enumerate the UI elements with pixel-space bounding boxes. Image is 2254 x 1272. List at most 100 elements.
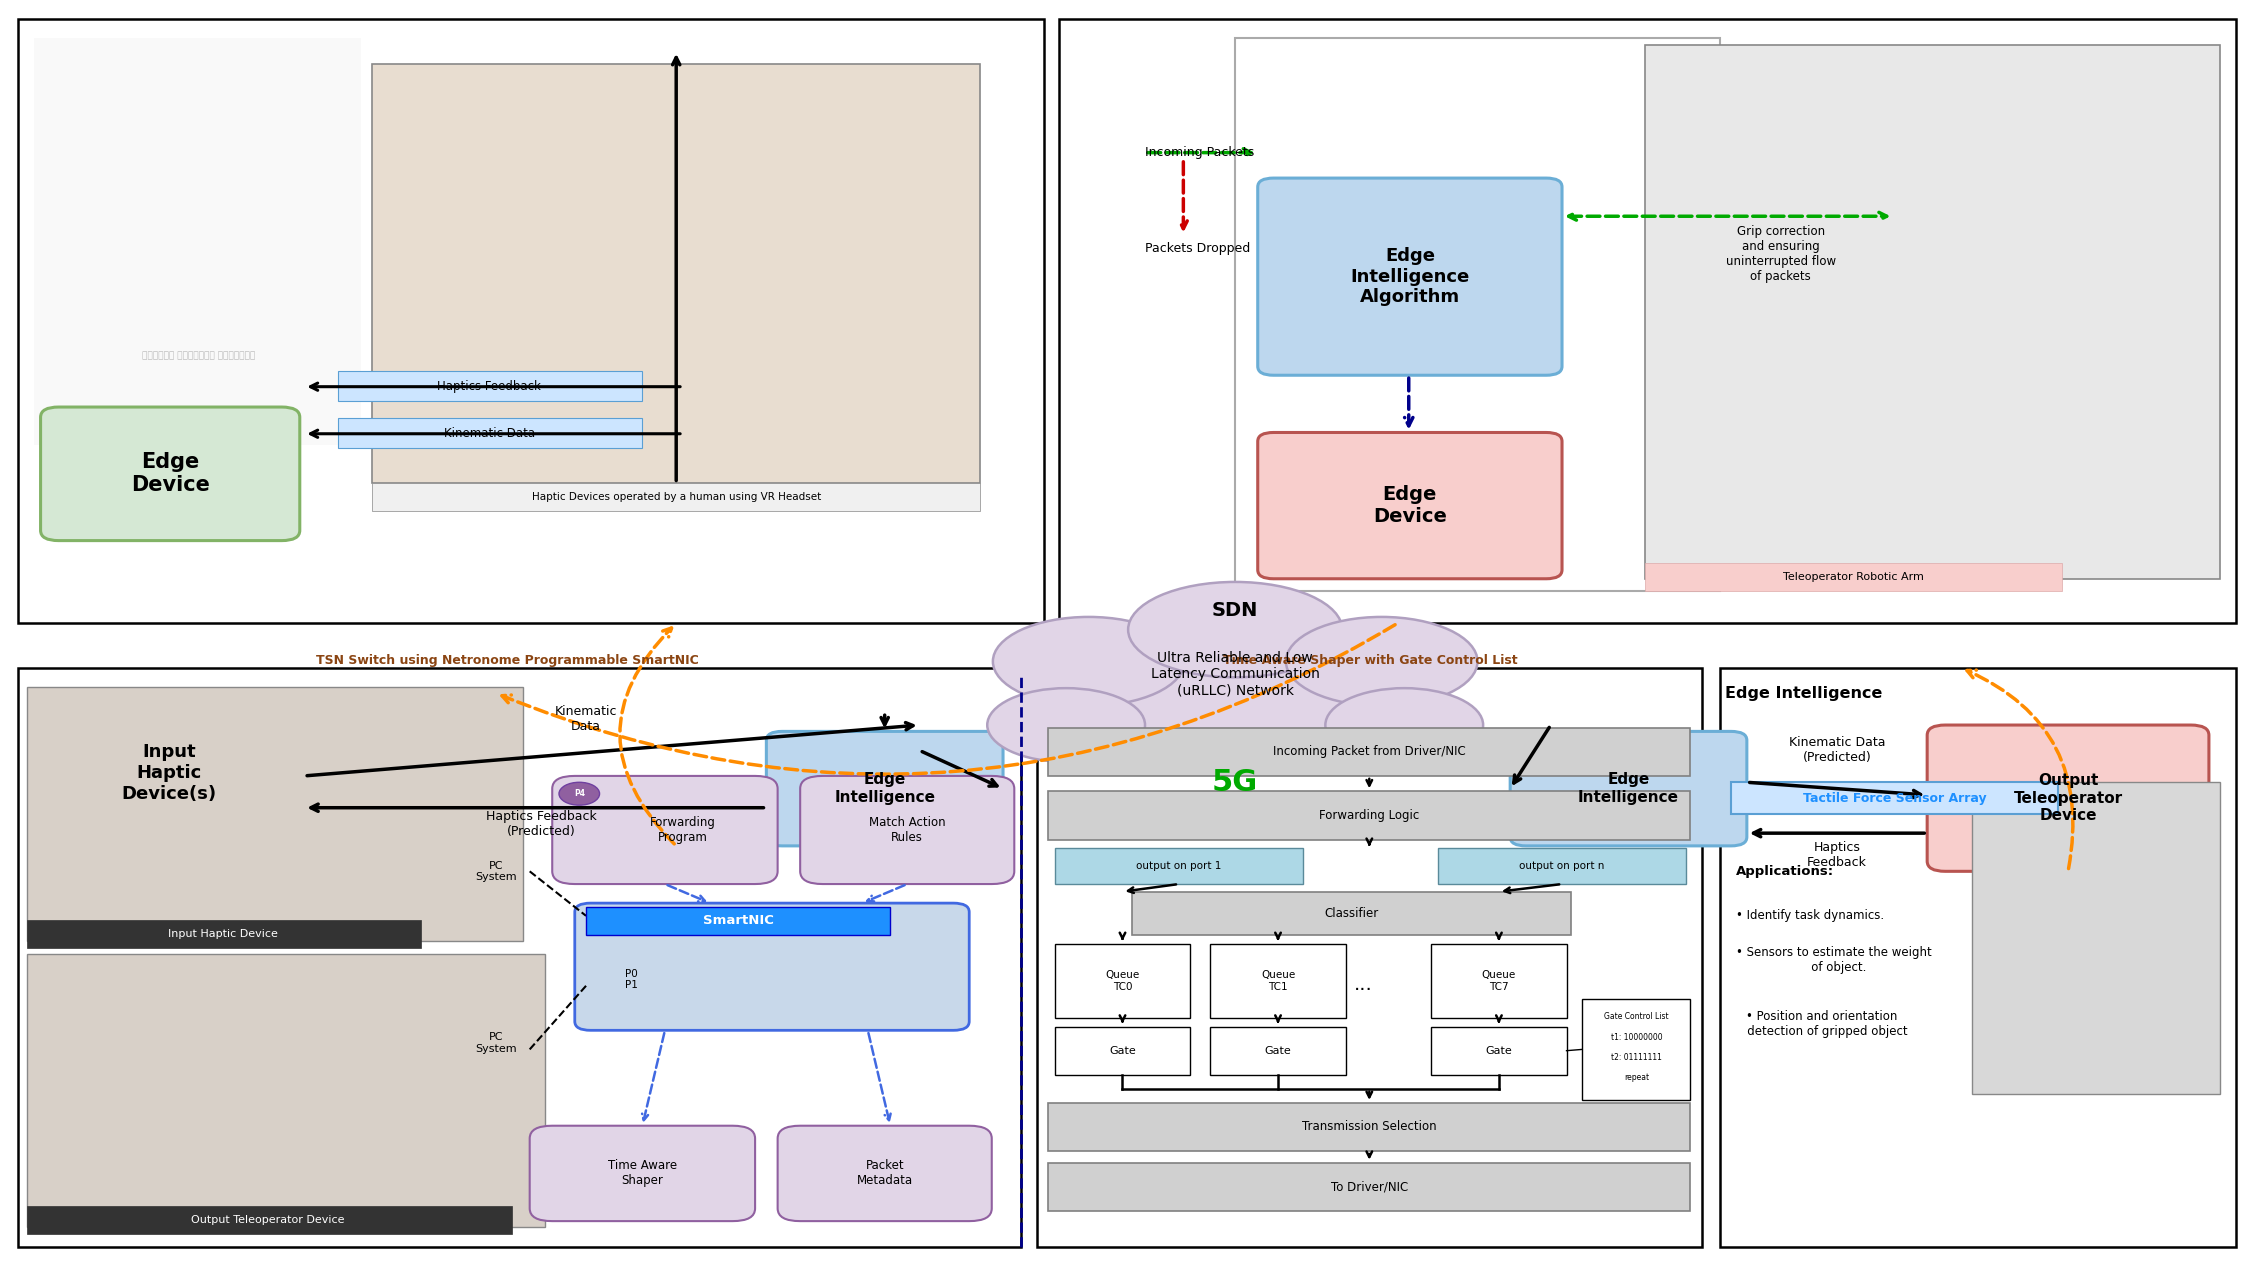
Bar bbox=[1438, 848, 1686, 884]
Text: SmartNIC: SmartNIC bbox=[703, 915, 773, 927]
Ellipse shape bbox=[1285, 617, 1479, 706]
Bar bbox=[1055, 848, 1303, 884]
Ellipse shape bbox=[1089, 639, 1382, 761]
Text: PC
System: PC System bbox=[476, 1033, 516, 1053]
Text: Incoming Packet from Driver/NIC: Incoming Packet from Driver/NIC bbox=[1274, 745, 1465, 758]
FancyBboxPatch shape bbox=[575, 903, 969, 1030]
Text: Match Action
Rules: Match Action Rules bbox=[870, 815, 944, 845]
Text: output on port 1: output on port 1 bbox=[1136, 861, 1222, 871]
Ellipse shape bbox=[1127, 581, 1341, 677]
Ellipse shape bbox=[992, 617, 1186, 706]
Text: Queue
TC7: Queue TC7 bbox=[1481, 971, 1517, 991]
Text: Packet
Metadata: Packet Metadata bbox=[857, 1159, 913, 1188]
Text: Teleoperator Robotic Arm: Teleoperator Robotic Arm bbox=[1783, 572, 1925, 583]
Text: 5G: 5G bbox=[1213, 768, 1258, 796]
Text: Packets Dropped: Packets Dropped bbox=[1145, 242, 1251, 254]
FancyBboxPatch shape bbox=[41, 407, 300, 541]
Text: Haptic Devices operated by a human using VR Headset: Haptic Devices operated by a human using… bbox=[532, 492, 820, 502]
Text: Edge
Intelligence
Algorithm: Edge Intelligence Algorithm bbox=[1350, 247, 1470, 307]
Bar bbox=[1582, 999, 1690, 1100]
Bar bbox=[18, 19, 1044, 623]
Text: Gate: Gate bbox=[1109, 1046, 1136, 1056]
FancyBboxPatch shape bbox=[800, 776, 1014, 884]
Bar bbox=[1059, 19, 2236, 623]
Text: output on port n: output on port n bbox=[1519, 861, 1605, 871]
Text: Output Teleoperator Device: Output Teleoperator Device bbox=[192, 1215, 345, 1225]
FancyBboxPatch shape bbox=[1258, 178, 1562, 375]
Bar bbox=[1645, 45, 2220, 579]
Ellipse shape bbox=[987, 688, 1145, 762]
Bar bbox=[27, 954, 545, 1227]
Bar bbox=[586, 907, 890, 935]
Bar bbox=[1720, 668, 2236, 1247]
Bar bbox=[27, 687, 523, 941]
Text: P4: P4 bbox=[575, 789, 584, 799]
Bar bbox=[27, 1206, 512, 1234]
FancyBboxPatch shape bbox=[552, 776, 778, 884]
Text: Transmission Selection: Transmission Selection bbox=[1303, 1121, 1436, 1133]
Bar bbox=[1235, 38, 1720, 591]
FancyBboxPatch shape bbox=[778, 1126, 992, 1221]
Bar bbox=[1972, 782, 2220, 1094]
Text: Forwarding Logic: Forwarding Logic bbox=[1319, 809, 1420, 822]
Text: t1: 10000000: t1: 10000000 bbox=[1612, 1033, 1661, 1042]
Bar bbox=[372, 483, 980, 511]
Text: Grip correction
and ensuring
uninterrupted flow
of packets: Grip correction and ensuring uninterrupt… bbox=[1727, 225, 1835, 284]
Ellipse shape bbox=[1325, 688, 1483, 762]
Bar bbox=[1731, 782, 2058, 814]
Bar bbox=[1055, 1027, 1190, 1075]
Bar bbox=[1431, 944, 1567, 1018]
Text: Haptics
Feedback: Haptics Feedback bbox=[1808, 841, 1866, 869]
Text: P0
P1: P0 P1 bbox=[624, 969, 638, 990]
Circle shape bbox=[559, 782, 600, 805]
Bar bbox=[1645, 563, 2062, 591]
Text: TSN Switch using Netronome Programmable SmartNIC: TSN Switch using Netronome Programmable … bbox=[316, 654, 699, 667]
Text: Applications:: Applications: bbox=[1736, 865, 1835, 878]
Text: Ultra Reliable and Low
Latency Communication
(uRLLC) Network: Ultra Reliable and Low Latency Communica… bbox=[1152, 651, 1319, 697]
Text: Edge
Intelligence: Edge Intelligence bbox=[1578, 772, 1679, 805]
Text: repeat: repeat bbox=[1623, 1074, 1650, 1082]
Text: Time Aware Shaper with Gate Control List: Time Aware Shaper with Gate Control List bbox=[1224, 654, 1517, 667]
Text: • Position and orientation
   detection of gripped object: • Position and orientation detection of … bbox=[1736, 1010, 1907, 1038]
Text: Incoming Packets: Incoming Packets bbox=[1145, 146, 1253, 159]
Bar bbox=[1210, 1027, 1346, 1075]
Text: Input Haptic Device: Input Haptic Device bbox=[169, 929, 277, 939]
Text: Classifier: Classifier bbox=[1323, 907, 1379, 920]
FancyBboxPatch shape bbox=[1258, 432, 1562, 579]
Bar bbox=[1055, 944, 1190, 1018]
Text: • Sensors to estimate the weight
   of object.: • Sensors to estimate the weight of obje… bbox=[1736, 946, 1932, 974]
Bar bbox=[1210, 944, 1346, 1018]
Bar bbox=[1048, 1163, 1690, 1211]
Bar bbox=[1132, 892, 1571, 935]
Text: Gate: Gate bbox=[1264, 1046, 1292, 1056]
Bar bbox=[1048, 1103, 1690, 1151]
FancyBboxPatch shape bbox=[530, 1126, 755, 1221]
Bar bbox=[34, 38, 361, 445]
Text: PC
System: PC System bbox=[476, 861, 516, 881]
Text: Forwarding
Program: Forwarding Program bbox=[649, 815, 717, 845]
Text: Kinematic Data: Kinematic Data bbox=[444, 427, 534, 440]
Text: Haptics Feedback: Haptics Feedback bbox=[437, 380, 541, 393]
FancyBboxPatch shape bbox=[766, 731, 1003, 846]
Text: Input
Haptic
Device(s): Input Haptic Device(s) bbox=[122, 743, 216, 803]
Text: t2: 01111111: t2: 01111111 bbox=[1612, 1053, 1661, 1062]
Text: To Driver/NIC: To Driver/NIC bbox=[1330, 1180, 1409, 1193]
FancyBboxPatch shape bbox=[1927, 725, 2209, 871]
Text: Kinematic
Data: Kinematic Data bbox=[554, 705, 618, 733]
Text: Kinematic Data
(Predicted): Kinematic Data (Predicted) bbox=[1790, 736, 1884, 764]
Bar bbox=[338, 371, 642, 401]
Text: Queue
TC1: Queue TC1 bbox=[1260, 971, 1296, 991]
Bar bbox=[27, 920, 421, 948]
Bar bbox=[1037, 668, 1702, 1247]
Bar bbox=[1431, 1027, 1567, 1075]
Text: Edge
Device: Edge Device bbox=[131, 453, 210, 495]
Text: Queue
TC0: Queue TC0 bbox=[1104, 971, 1141, 991]
Text: Output
Teleoperator
Device: Output Teleoperator Device bbox=[2013, 773, 2123, 823]
Bar bbox=[1048, 728, 1690, 776]
Text: SDN: SDN bbox=[1213, 602, 1258, 619]
Text: Gate Control List: Gate Control List bbox=[1605, 1013, 1668, 1021]
Bar bbox=[338, 418, 642, 448]
Text: Edge
Device: Edge Device bbox=[1373, 485, 1447, 527]
Text: Edge
Intelligence: Edge Intelligence bbox=[834, 772, 935, 805]
Text: Haptics Feedback
(Predicted): Haptics Feedback (Predicted) bbox=[485, 810, 597, 838]
